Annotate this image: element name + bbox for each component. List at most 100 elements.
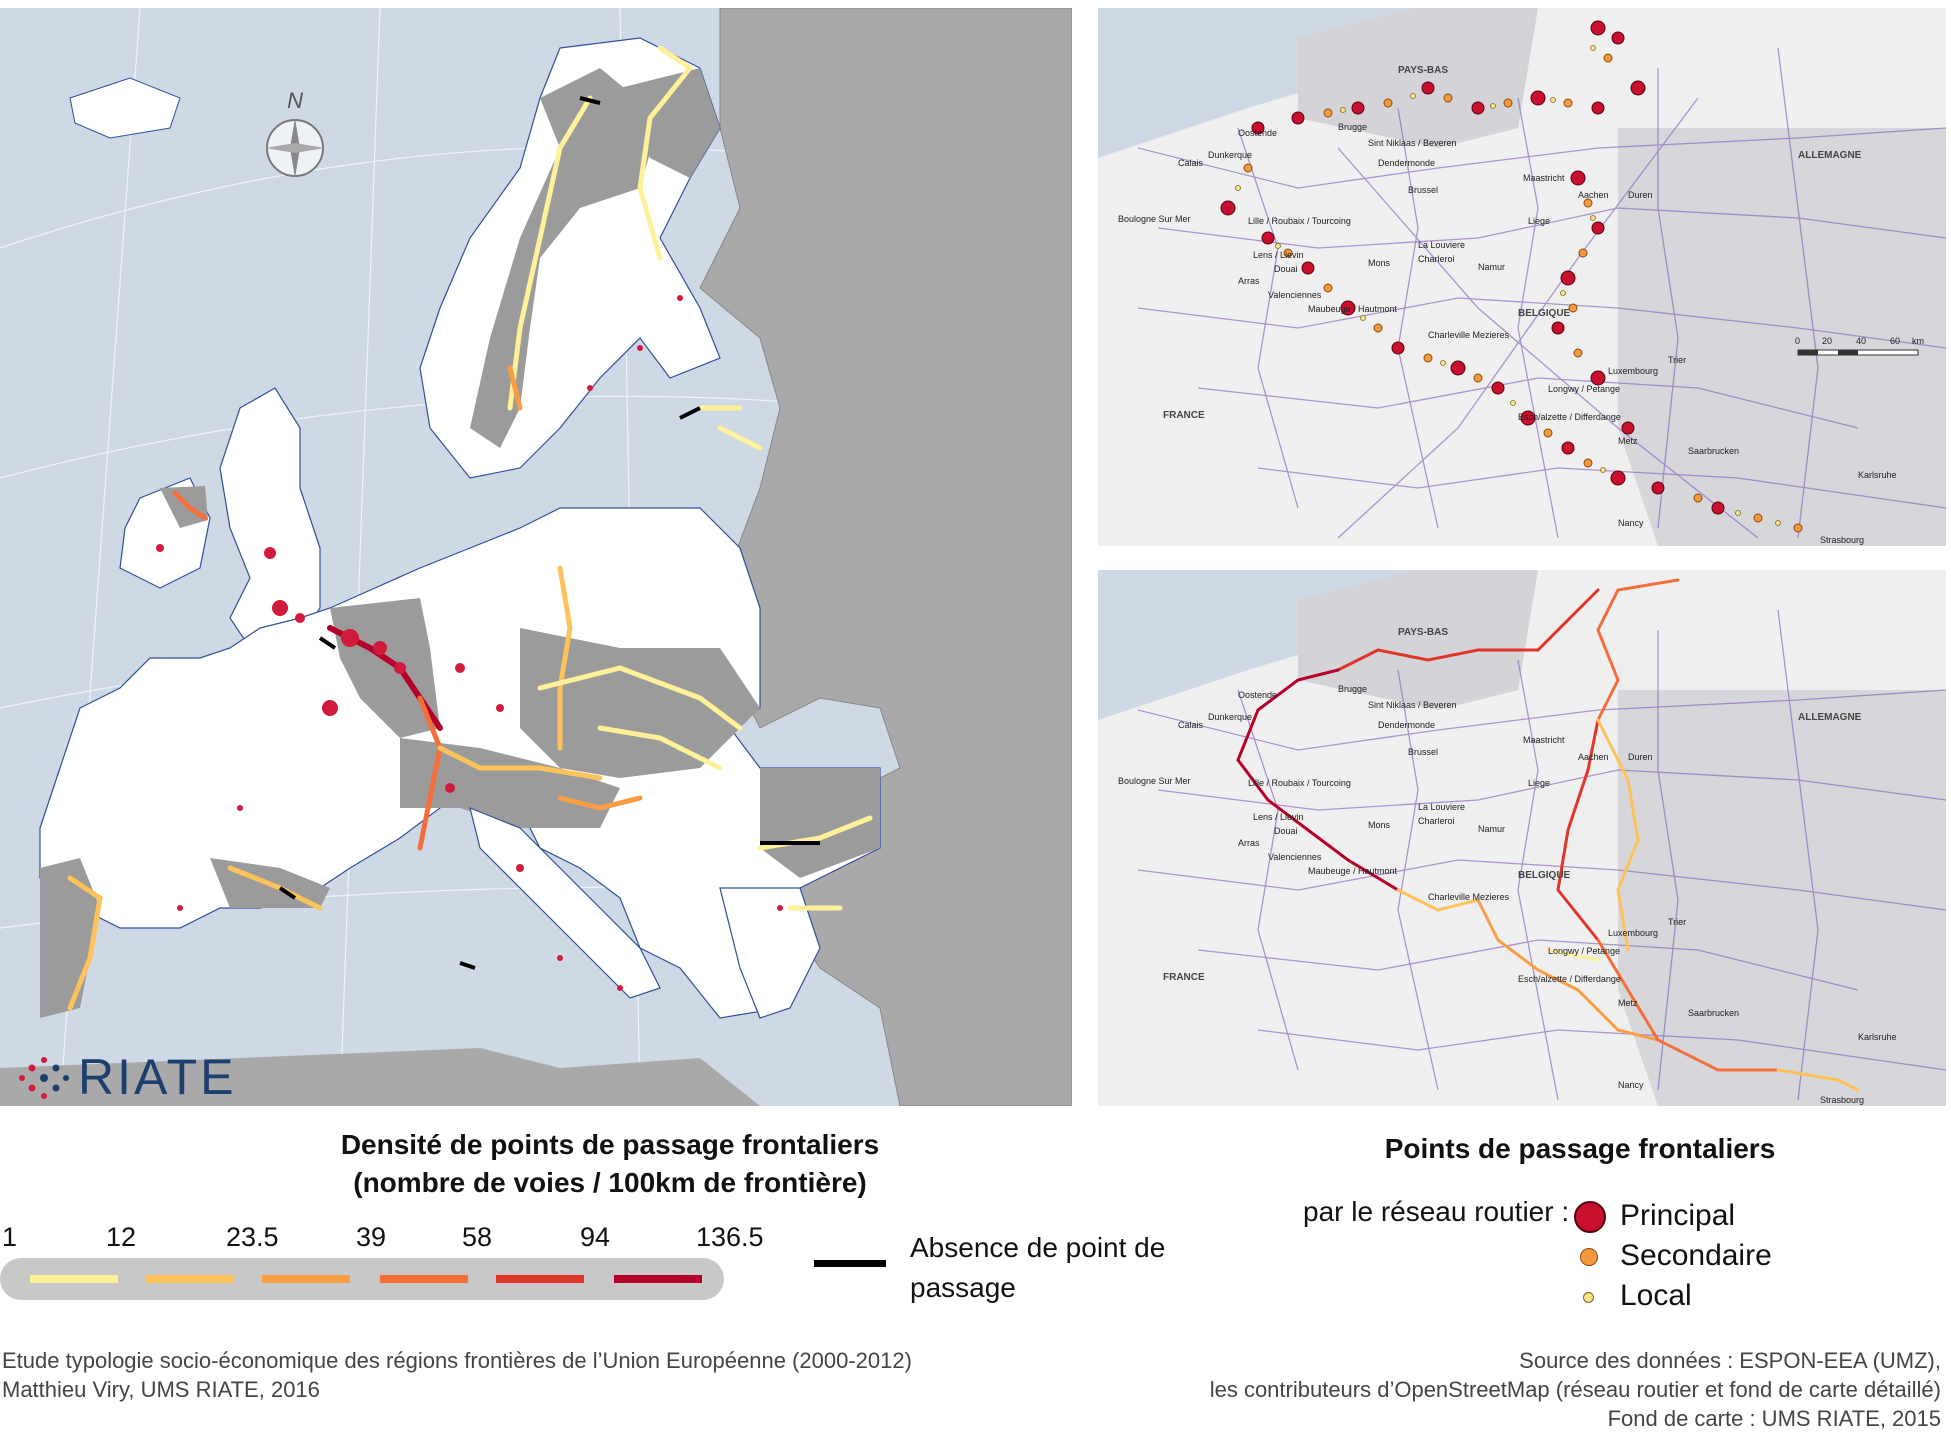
absence-line-symbol bbox=[814, 1260, 886, 1267]
svg-text:Valenciennes: Valenciennes bbox=[1268, 852, 1322, 862]
svg-text:20: 20 bbox=[1822, 336, 1832, 346]
svg-text:Liege: Liege bbox=[1528, 778, 1550, 788]
land-italy bbox=[469, 807, 661, 999]
svg-text:Aachen: Aachen bbox=[1578, 752, 1609, 762]
land-north-africa bbox=[0, 1048, 760, 1106]
svg-text:Lens / Lievin: Lens / Lievin bbox=[1253, 812, 1304, 822]
density-legend-title: Densité de points de passage frontaliers… bbox=[230, 1126, 990, 1202]
svg-text:Charleville Mezieres: Charleville Mezieres bbox=[1428, 892, 1510, 902]
svg-text:Maubeuge / Hautmont: Maubeuge / Hautmont bbox=[1308, 304, 1398, 314]
svg-text:Lens / Lievin: Lens / Lievin bbox=[1253, 250, 1304, 260]
scale-tick: 12 bbox=[106, 1222, 137, 1252]
land-allemagne bbox=[1618, 128, 1946, 546]
border-density-segments bbox=[1236, 578, 1860, 1092]
svg-text:Calais: Calais bbox=[1178, 158, 1204, 168]
svg-text:km: km bbox=[1912, 336, 1924, 346]
secondaire-point-icon bbox=[1580, 1248, 1598, 1266]
svg-text:Boulogne Sur Mer: Boulogne Sur Mer bbox=[1118, 214, 1191, 224]
footer-study-title: Etude typologie socio-économique des rég… bbox=[2, 1348, 912, 1373]
density-legend-title-line2: (nombre de voies / 100km de frontière) bbox=[353, 1167, 867, 1198]
border-region-balkans bbox=[760, 768, 880, 878]
scale-segment bbox=[262, 1275, 350, 1283]
land-iceland bbox=[69, 77, 181, 139]
svg-text:Nancy: Nancy bbox=[1618, 518, 1644, 528]
svg-text:Trier: Trier bbox=[1668, 355, 1686, 365]
svg-text:Luxembourg: Luxembourg bbox=[1608, 928, 1658, 938]
points-legend-title: Points de passage frontaliers bbox=[1384, 1133, 1776, 1164]
density-scale-bar bbox=[0, 1258, 724, 1300]
svg-text:Strasbourg: Strasbourg bbox=[1820, 1095, 1864, 1105]
svg-text:Aachen: Aachen bbox=[1578, 190, 1609, 200]
footer-source: Source des données : ESPON-EEA (UMZ), bbox=[1519, 1348, 1941, 1373]
svg-text:Valenciennes: Valenciennes bbox=[1268, 290, 1322, 300]
scale-segment bbox=[496, 1275, 584, 1283]
road-network bbox=[1137, 47, 1946, 539]
svg-text:Lille / Roubaix / Tourcoing: Lille / Roubaix / Tourcoing bbox=[1248, 778, 1351, 788]
svg-text:La Louviere: La Louviere bbox=[1418, 802, 1465, 812]
svg-text:Maastricht: Maastricht bbox=[1523, 173, 1565, 183]
legend-item-label: Principal bbox=[1620, 1199, 1736, 1232]
svg-text:Arras: Arras bbox=[1238, 276, 1260, 286]
svg-text:ALLEMAGNE: ALLEMAGNE bbox=[1798, 712, 1862, 723]
scale-tick: 136.5 bbox=[696, 1222, 764, 1252]
scale-tick: 23.5 bbox=[226, 1222, 279, 1252]
north-label: N bbox=[287, 88, 303, 113]
border-density-detail-map: PAYS-BAS ALLEMAGNE BELGIQUE FRANCE Ooste… bbox=[1098, 570, 1946, 1106]
svg-text:Charleroi: Charleroi bbox=[1418, 254, 1455, 264]
scale-tick: 58 bbox=[462, 1222, 493, 1252]
svg-text:BELGIQUE: BELGIQUE bbox=[1518, 870, 1571, 881]
svg-text:Metz: Metz bbox=[1618, 998, 1638, 1008]
svg-text:FRANCE: FRANCE bbox=[1163, 972, 1205, 983]
svg-text:Liege: Liege bbox=[1528, 216, 1550, 226]
svg-text:Brussel: Brussel bbox=[1408, 185, 1438, 195]
road-network bbox=[1137, 609, 1946, 1101]
land-great-britain bbox=[219, 387, 321, 649]
svg-text:Dunkerque: Dunkerque bbox=[1208, 150, 1252, 160]
svg-text:FRANCE: FRANCE bbox=[1163, 410, 1205, 421]
svg-text:Brussel: Brussel bbox=[1408, 747, 1438, 757]
land-pays-bas bbox=[1298, 570, 1538, 710]
scale-segment bbox=[30, 1275, 118, 1283]
map-top-labels: PAYS-BAS ALLEMAGNE BELGIQUE FRANCE Ooste… bbox=[1118, 65, 1897, 545]
svg-text:Longwy / Petange: Longwy / Petange bbox=[1548, 384, 1620, 394]
svg-text:Arras: Arras bbox=[1238, 838, 1260, 848]
svg-text:Lille / Roubaix / Tourcoing: Lille / Roubaix / Tourcoing bbox=[1248, 216, 1351, 226]
svg-text:Douai: Douai bbox=[1274, 826, 1298, 836]
border-region-iberia bbox=[40, 858, 100, 1018]
svg-text:Saarbrucken: Saarbrucken bbox=[1688, 1008, 1739, 1018]
footer-contributors: les contributeurs d’OpenStreetMap (résea… bbox=[1209, 1377, 1941, 1402]
compass-rose-icon: N bbox=[265, 88, 325, 178]
svg-text:Oostende: Oostende bbox=[1238, 690, 1277, 700]
europe-density-map: N RIATE bbox=[0, 8, 1072, 1106]
legend-item-local: Local bbox=[1583, 1276, 1692, 1316]
border-region-finland bbox=[620, 68, 720, 178]
svg-text:Dunkerque: Dunkerque bbox=[1208, 712, 1252, 722]
svg-text:BELGIQUE: BELGIQUE bbox=[1518, 308, 1571, 319]
svg-text:Duren: Duren bbox=[1628, 190, 1653, 200]
svg-text:Metz: Metz bbox=[1618, 436, 1638, 446]
scale-tick: 94 bbox=[580, 1222, 611, 1252]
legend-item-secondaire: Secondaire bbox=[1580, 1236, 1772, 1276]
footer-credits-right: Source des données : ESPON-EEA (UMZ), le… bbox=[1210, 1346, 1941, 1433]
crossing-points-map-svg: PAYS-BAS ALLEMAGNE BELGIQUE FRANCE Ooste… bbox=[1098, 8, 1946, 546]
svg-text:60: 60 bbox=[1890, 336, 1900, 346]
svg-text:Saarbrucken: Saarbrucken bbox=[1688, 446, 1739, 456]
svg-text:La Louviere: La Louviere bbox=[1418, 240, 1465, 250]
local-point-icon bbox=[1583, 1292, 1594, 1303]
riate-logo-text: RIATE bbox=[78, 1049, 237, 1105]
svg-text:0: 0 bbox=[1795, 336, 1800, 346]
footer-credits-left: Etude typologie socio-économique des rég… bbox=[2, 1346, 912, 1404]
svg-text:Boulogne Sur Mer: Boulogne Sur Mer bbox=[1118, 776, 1191, 786]
svg-text:Dendermonde: Dendermonde bbox=[1378, 158, 1435, 168]
svg-text:Strasbourg: Strasbourg bbox=[1820, 535, 1864, 545]
urban-areas bbox=[156, 295, 783, 991]
svg-text:Brugge: Brugge bbox=[1338, 684, 1367, 694]
border-region-ireland bbox=[160, 486, 208, 528]
svg-text:Mons: Mons bbox=[1368, 258, 1391, 268]
absence-label: Absence de point de passage bbox=[910, 1232, 1166, 1303]
crossing-points-map: PAYS-BAS ALLEMAGNE BELGIQUE FRANCE Ooste… bbox=[1098, 8, 1946, 546]
land-outside-eu bbox=[699, 8, 1072, 1106]
svg-text:Duren: Duren bbox=[1628, 752, 1653, 762]
svg-text:Esch/alzette / Differdange: Esch/alzette / Differdange bbox=[1518, 974, 1621, 984]
footer-author: Matthieu Viry, UMS RIATE, 2016 bbox=[2, 1377, 320, 1402]
